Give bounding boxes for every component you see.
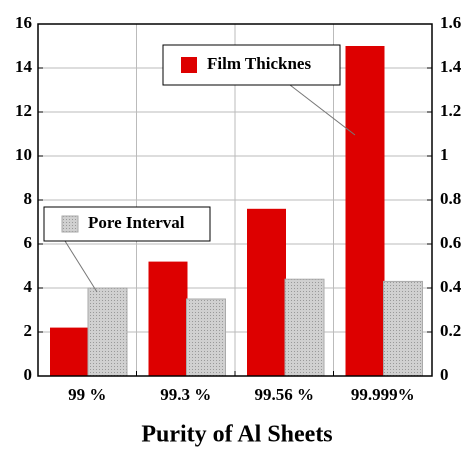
bar: [247, 208, 286, 376]
y2-tick-label: 1.6: [440, 13, 461, 32]
legend-label: Film Thicknes: [207, 54, 311, 73]
bar: [383, 280, 423, 377]
y2-tick-label: 0.8: [440, 189, 461, 208]
x-tick-label: 99.999%: [351, 385, 415, 404]
y-tick-label: 12: [15, 101, 32, 120]
bar: [284, 278, 325, 377]
y-tick-label: 10: [15, 145, 32, 164]
y2-tick-label: 0.4: [440, 277, 462, 296]
y-tick-label: 4: [24, 277, 33, 296]
y2-tick-label: 0: [440, 365, 449, 384]
bar: [87, 287, 128, 377]
x-tick-label: 99.3 %: [160, 385, 211, 404]
y-tick-label: 6: [24, 233, 33, 252]
legend-label: Pore Interval: [88, 213, 185, 232]
y-tick-label: 16: [15, 13, 32, 32]
bar: [50, 327, 89, 376]
legend-swatch: [181, 57, 197, 73]
y2-tick-label: 1.2: [440, 101, 461, 120]
y2-tick-label: 0.2: [440, 321, 461, 340]
x-axis-label: Purity of Al Sheets: [141, 422, 332, 448]
bar: [345, 46, 385, 376]
y2-tick-label: 0.6: [440, 233, 461, 252]
legend-leader: [289, 84, 356, 136]
legend-swatch: [61, 215, 79, 233]
x-tick-label: 99 %: [68, 385, 106, 404]
plot-frame: [37, 23, 433, 377]
bar: [148, 261, 188, 376]
y2-tick-label: 1: [440, 145, 449, 164]
y2-tick-label: 1.4: [440, 57, 462, 76]
bar: [186, 298, 226, 377]
y-tick-label: 8: [24, 189, 33, 208]
y-tick-label: 0: [24, 365, 33, 384]
y-tick-label: 14: [15, 57, 33, 76]
x-tick-label: 99.56 %: [255, 385, 315, 404]
legend-leader: [64, 240, 98, 293]
y-tick-label: 2: [24, 321, 33, 340]
